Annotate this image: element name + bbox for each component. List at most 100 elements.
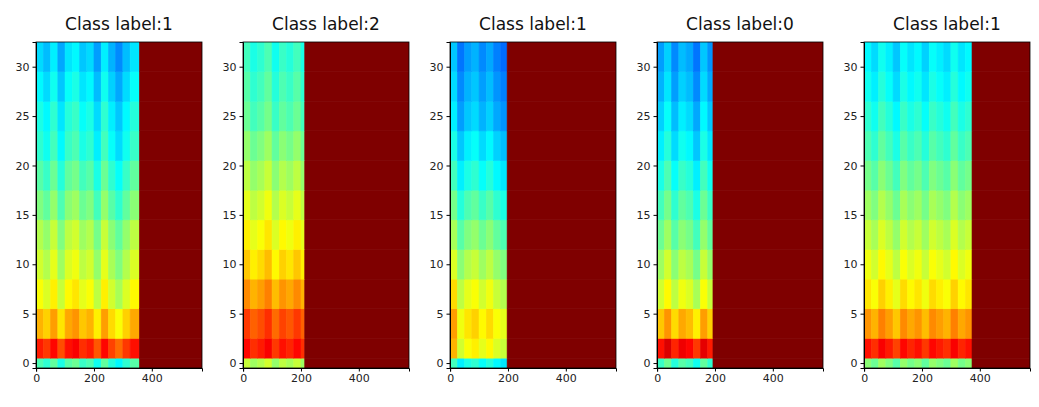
cell	[87, 338, 94, 358]
cell	[287, 190, 294, 220]
cell	[94, 190, 101, 220]
cell	[929, 101, 936, 131]
cell	[713, 131, 823, 161]
cell	[287, 42, 294, 72]
cell	[664, 338, 671, 358]
x-axis: 0200400	[861, 368, 1030, 385]
y-tick: 5	[230, 308, 244, 321]
cell	[479, 358, 486, 368]
cell	[693, 42, 700, 72]
cell	[472, 358, 479, 368]
cell	[472, 220, 479, 250]
y-tick-mark	[861, 314, 865, 315]
panel-title: Class label:1	[65, 14, 173, 34]
cell	[94, 131, 101, 161]
cell	[936, 42, 943, 72]
cell	[708, 279, 713, 309]
panel: 0200400051015202530Class label:1	[430, 14, 617, 385]
cell	[51, 279, 58, 309]
y-tick-label: 15	[637, 209, 651, 222]
cell	[965, 190, 972, 220]
cell	[900, 309, 907, 339]
cell	[479, 131, 486, 161]
cell	[908, 279, 915, 309]
cell	[80, 72, 87, 102]
cell	[871, 190, 878, 220]
cell	[479, 249, 486, 279]
cell	[972, 220, 1030, 250]
cell	[944, 358, 951, 368]
cell	[265, 279, 272, 309]
cell	[139, 220, 202, 250]
cell	[936, 72, 943, 102]
cell	[301, 72, 305, 102]
cell	[972, 279, 1030, 309]
cell	[80, 101, 87, 131]
cell	[972, 161, 1030, 191]
cell	[501, 101, 507, 131]
cell	[36, 190, 43, 220]
y-tick-mark	[33, 215, 37, 216]
cell	[908, 249, 915, 279]
cell	[701, 358, 708, 368]
cell	[72, 309, 79, 339]
cell	[879, 358, 886, 368]
cell	[965, 249, 972, 279]
cell	[693, 249, 700, 279]
cell	[130, 131, 139, 161]
cell	[958, 42, 965, 72]
y-tick: 0	[23, 357, 37, 370]
cell	[871, 338, 878, 358]
cell	[250, 279, 257, 309]
y-tick: 20	[430, 160, 451, 173]
x-tick: 400	[556, 368, 577, 385]
cell	[679, 279, 686, 309]
cell	[51, 101, 58, 131]
cell	[465, 220, 472, 250]
cell	[972, 101, 1030, 131]
cell	[693, 220, 700, 250]
y-axis: 051015202530	[16, 43, 37, 371]
cell	[972, 249, 1030, 279]
cell	[871, 161, 878, 191]
cell	[465, 249, 472, 279]
cell	[51, 249, 58, 279]
cell	[871, 101, 878, 131]
plot-frame	[243, 42, 409, 368]
cell	[686, 358, 693, 368]
cell	[864, 72, 871, 102]
cell	[507, 338, 616, 358]
cell	[51, 42, 58, 72]
cell	[664, 42, 671, 72]
cell	[51, 72, 58, 102]
cell	[101, 101, 108, 131]
cell	[679, 161, 686, 191]
cell	[864, 358, 871, 368]
cell	[965, 309, 972, 339]
y-tick-label: 25	[844, 110, 858, 123]
cell	[936, 338, 943, 358]
cell	[672, 220, 679, 250]
cell	[693, 309, 700, 339]
cell	[864, 309, 871, 339]
cell	[258, 338, 265, 358]
cell	[250, 72, 257, 102]
y-tick: 0	[230, 357, 244, 370]
cell	[929, 42, 936, 72]
cell	[693, 338, 700, 358]
cell	[265, 161, 272, 191]
cell	[265, 72, 272, 102]
cell	[893, 358, 900, 368]
cell	[886, 101, 893, 131]
y-axis-line	[861, 43, 865, 369]
y-tick-label: 10	[430, 258, 444, 271]
cell	[507, 309, 616, 339]
cell	[80, 190, 87, 220]
y-tick: 30	[844, 61, 865, 74]
cell	[713, 249, 823, 279]
y-tick-mark	[447, 165, 451, 166]
cell	[94, 309, 101, 339]
cell	[501, 358, 507, 368]
cell	[272, 72, 279, 102]
cell	[494, 249, 501, 279]
